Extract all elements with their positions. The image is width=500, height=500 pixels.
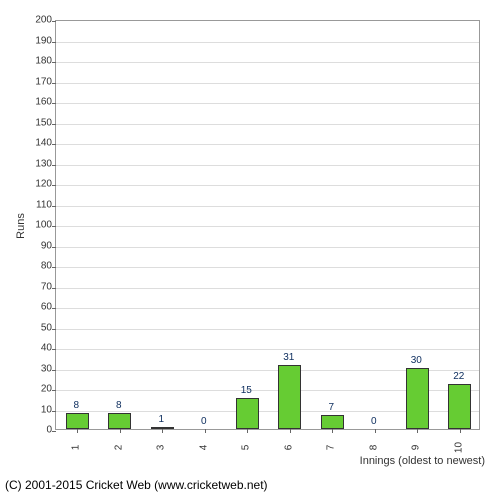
xtick-label: 1	[71, 445, 82, 451]
ytick-mark	[52, 62, 56, 63]
xtick-mark	[417, 429, 418, 433]
bar-value-label: 31	[283, 352, 294, 363]
ytick-mark	[52, 308, 56, 309]
ytick-label: 0	[22, 425, 52, 436]
ytick-label: 70	[22, 281, 52, 292]
ytick-label: 130	[22, 158, 52, 169]
ytick-label: 110	[22, 199, 52, 210]
ytick-label: 140	[22, 138, 52, 149]
bar	[321, 415, 344, 429]
xtick-label: 3	[156, 445, 167, 451]
ytick-mark	[52, 103, 56, 104]
bar	[66, 413, 89, 429]
ytick-label: 30	[22, 363, 52, 374]
bar-value-label: 8	[73, 400, 79, 411]
gridline	[56, 308, 479, 309]
bar-value-label: 1	[158, 414, 164, 425]
ytick-mark	[52, 185, 56, 186]
ytick-mark	[52, 83, 56, 84]
ytick-mark	[52, 349, 56, 350]
gridline	[56, 83, 479, 84]
bar-value-label: 8	[116, 400, 122, 411]
bar-value-label: 7	[328, 402, 334, 413]
bar	[448, 384, 471, 429]
ytick-label: 60	[22, 302, 52, 313]
ytick-mark	[52, 288, 56, 289]
gridline	[56, 62, 479, 63]
ytick-label: 180	[22, 56, 52, 67]
gridline	[56, 144, 479, 145]
bar-value-label: 22	[453, 371, 464, 382]
ytick-mark	[52, 206, 56, 207]
gridline	[56, 185, 479, 186]
copyright-text: (C) 2001-2015 Cricket Web (www.cricketwe…	[5, 478, 268, 492]
xtick-label: 9	[411, 445, 422, 451]
ytick-mark	[52, 267, 56, 268]
bar	[278, 365, 301, 429]
ytick-mark	[52, 21, 56, 22]
xtick-label: 6	[283, 445, 294, 451]
ytick-label: 10	[22, 404, 52, 415]
ytick-mark	[52, 165, 56, 166]
bar-value-label: 0	[371, 416, 377, 427]
xtick-mark	[247, 429, 248, 433]
ytick-label: 150	[22, 117, 52, 128]
x-axis-label: Innings (oldest to newest)	[360, 455, 485, 467]
xtick-label: 8	[368, 445, 379, 451]
gridline	[56, 247, 479, 248]
xtick-label: 10	[453, 442, 464, 453]
ytick-label: 20	[22, 384, 52, 395]
bar-value-label: 15	[241, 385, 252, 396]
xtick-mark	[332, 429, 333, 433]
ytick-mark	[52, 431, 56, 432]
ytick-mark	[52, 226, 56, 227]
ytick-mark	[52, 329, 56, 330]
gridline	[56, 206, 479, 207]
bar-value-label: 30	[411, 355, 422, 366]
xtick-mark	[120, 429, 121, 433]
ytick-label: 40	[22, 343, 52, 354]
gridline	[56, 329, 479, 330]
ytick-mark	[52, 144, 56, 145]
gridline	[56, 103, 479, 104]
bar-value-label: 0	[201, 416, 207, 427]
ytick-mark	[52, 247, 56, 248]
xtick-label: 2	[113, 445, 124, 451]
xtick-mark	[460, 429, 461, 433]
gridline	[56, 42, 479, 43]
gridline	[56, 165, 479, 166]
xtick-mark	[290, 429, 291, 433]
gridline	[56, 288, 479, 289]
ytick-label: 90	[22, 240, 52, 251]
ytick-label: 120	[22, 179, 52, 190]
ytick-label: 50	[22, 322, 52, 333]
bar	[406, 368, 429, 430]
bar	[236, 398, 259, 429]
xtick-label: 4	[198, 445, 209, 451]
bar	[108, 413, 131, 429]
ytick-mark	[52, 390, 56, 391]
ytick-mark	[52, 42, 56, 43]
ytick-mark	[52, 370, 56, 371]
ytick-label: 200	[22, 15, 52, 26]
gridline	[56, 124, 479, 125]
xtick-mark	[205, 429, 206, 433]
ytick-label: 170	[22, 76, 52, 87]
ytick-label: 80	[22, 261, 52, 272]
xtick-label: 7	[326, 445, 337, 451]
xtick-label: 5	[241, 445, 252, 451]
gridline	[56, 226, 479, 227]
xtick-mark	[162, 429, 163, 433]
chart-plot-area	[55, 20, 480, 430]
xtick-mark	[77, 429, 78, 433]
gridline	[56, 267, 479, 268]
gridline	[56, 349, 479, 350]
ytick-mark	[52, 124, 56, 125]
xtick-mark	[375, 429, 376, 433]
ytick-label: 160	[22, 97, 52, 108]
ytick-label: 190	[22, 35, 52, 46]
ytick-mark	[52, 411, 56, 412]
ytick-label: 100	[22, 220, 52, 231]
